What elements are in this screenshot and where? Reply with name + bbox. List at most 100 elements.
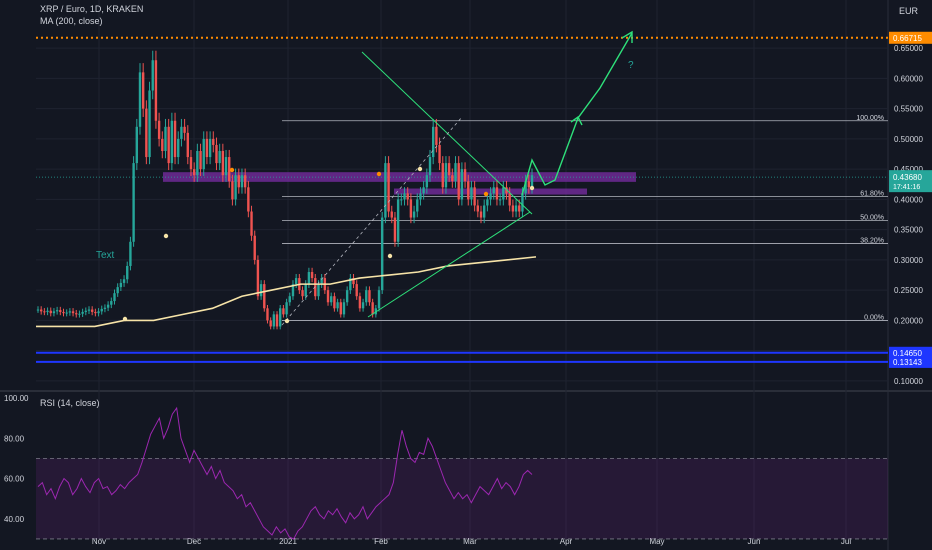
candle-body: [447, 163, 451, 176]
candle-body: [68, 311, 72, 313]
candle-body: [247, 187, 250, 212]
candle-body: [106, 304, 110, 308]
candle-body: [113, 293, 116, 302]
fib-level-label: 100.00%: [856, 115, 884, 122]
candle-body: [180, 126, 183, 139]
y-tick-label: 0.45000: [894, 165, 923, 174]
candle-body: [87, 309, 91, 311]
candle-body: [396, 199, 400, 242]
candle-body: [253, 235, 256, 260]
candle-body: [116, 287, 119, 294]
candle-body: [345, 290, 349, 303]
candle-body: [406, 193, 409, 200]
candle-body: [192, 169, 196, 176]
candle-body: [177, 138, 180, 158]
y-tick-label: 0.65000: [894, 44, 923, 53]
candle-body: [342, 302, 346, 315]
x-tick-label: Apr: [560, 537, 573, 546]
projection-path: [521, 32, 633, 196]
candle-body: [138, 72, 142, 127]
fib-anchor-line: [281, 116, 463, 326]
rsi-line: [37, 406, 533, 540]
marker-dot: [122, 316, 128, 322]
candle-body: [234, 175, 237, 200]
candle-body: [463, 169, 467, 182]
candle-body: [511, 205, 515, 212]
candle-body: [438, 144, 441, 164]
candle-body: [103, 307, 107, 309]
candle-body: [428, 157, 432, 176]
candle-body: [218, 151, 221, 164]
candle-body: [444, 163, 448, 188]
candle-body: [495, 187, 499, 200]
marker-dot: [284, 318, 290, 324]
ascending-trendline: [367, 211, 531, 318]
y-tick-label: 0.60000: [894, 74, 923, 83]
candle-body: [432, 126, 435, 158]
candle-body: [221, 151, 225, 176]
candle-body: [170, 120, 174, 164]
countdown-label: 17:41:16: [893, 184, 920, 191]
question-annotation: ?: [628, 60, 634, 71]
candle-body: [387, 163, 390, 212]
x-tick-label: Mar: [463, 537, 477, 546]
candle-body: [224, 157, 228, 176]
blue-price-tag-label: 0.13143: [893, 358, 922, 367]
y-tick-label: 0.50000: [894, 135, 923, 144]
currency-label: EUR: [898, 6, 918, 16]
candle-body: [269, 320, 272, 327]
candle-body: [151, 60, 154, 91]
current-price-label: 0.43680: [893, 173, 922, 182]
marker-dot: [163, 233, 169, 239]
candle-body: [425, 175, 429, 188]
candle-body: [422, 187, 425, 194]
candle-body: [148, 90, 151, 158]
candle-body: [521, 193, 524, 212]
rsi-band-fill: [36, 458, 888, 539]
candle-body: [310, 272, 314, 279]
candle-body: [39, 309, 43, 312]
candle-body: [330, 296, 333, 303]
x-tick-label: Dec: [187, 537, 201, 546]
marker-dot: [417, 166, 423, 172]
marker-dot: [229, 167, 235, 173]
candle-body: [352, 278, 355, 285]
fib-level-label: 50.00%: [860, 215, 884, 222]
candle-body: [336, 302, 339, 309]
candle-body: [530, 175, 534, 188]
candle-body: [482, 205, 486, 218]
candle-body: [46, 310, 49, 312]
orange-price-tag: [889, 31, 932, 44]
candle-body: [237, 175, 240, 188]
candle-body: [231, 181, 234, 200]
candle-body: [412, 211, 416, 218]
y-tick-label: 0.30000: [894, 256, 923, 265]
marker-dot: [387, 253, 393, 259]
candle-body: [514, 205, 518, 212]
candle-body: [164, 126, 167, 152]
candle-body: [498, 199, 502, 201]
x-tick-label: May: [649, 537, 664, 546]
candle-body: [489, 193, 492, 200]
candle-body: [243, 175, 247, 188]
y-tick-label: 0.25000: [894, 286, 923, 295]
candle-body: [256, 259, 260, 297]
marker-dot: [483, 191, 489, 197]
candle-body: [154, 60, 158, 121]
candle-body: [59, 310, 62, 312]
candle-body: [381, 217, 384, 291]
y-tick-label: 0.40000: [894, 195, 923, 204]
candle-body: [377, 290, 381, 309]
rsi-tick-label: 100.00: [4, 394, 29, 403]
candle-body: [75, 313, 78, 315]
symbol-title: XRP / Euro, 1D, KRAKEN: [40, 4, 144, 14]
candle-body: [355, 284, 358, 297]
descending-trendline: [361, 51, 533, 215]
candle-body: [479, 211, 483, 218]
candle-body: [333, 296, 336, 309]
candle-body: [43, 311, 46, 313]
candle-body: [259, 284, 263, 297]
marker-dot: [376, 171, 382, 177]
candle-body: [457, 163, 460, 200]
